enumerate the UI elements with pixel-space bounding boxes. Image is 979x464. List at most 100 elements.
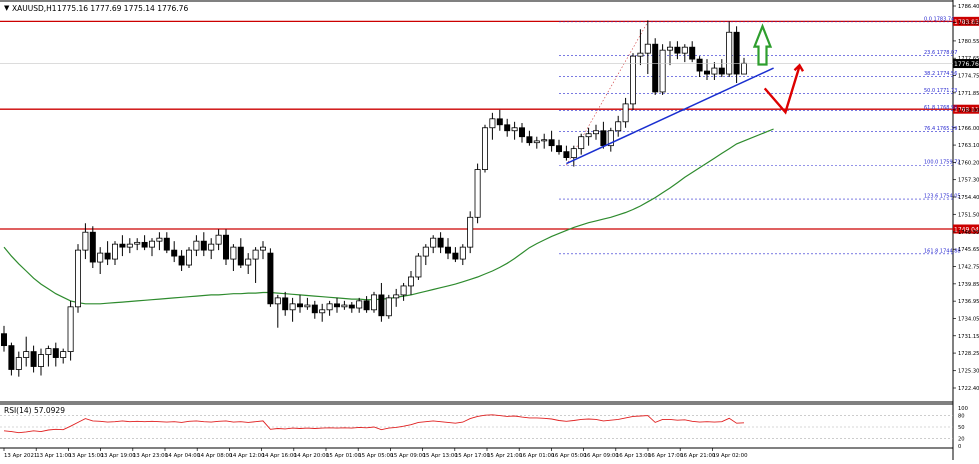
- candle-body: [711, 67, 718, 75]
- candle-body: [171, 249, 178, 257]
- price-axis-label: 1783.65: [958, 20, 979, 26]
- time-axis-label: 13 Apr 19:00: [101, 453, 137, 459]
- time-axis-label: 19 Apr 02:00: [712, 453, 748, 459]
- candle-body: [652, 43, 659, 93]
- candle-body: [430, 237, 437, 248]
- candle-body: [504, 124, 511, 132]
- candle: [607, 127, 614, 152]
- price-axis-label: 1722.40: [958, 386, 979, 392]
- candle-body: [304, 304, 311, 308]
- candle: [563, 145, 570, 161]
- candle: [222, 229, 229, 266]
- candle-body: [489, 118, 496, 129]
- candle-body: [326, 303, 333, 311]
- time-axis-label: 16 Apr 13:00: [616, 453, 652, 459]
- price-axis-label: 1771.85: [958, 91, 979, 97]
- candle: [370, 291, 377, 313]
- candle-body: [82, 231, 89, 251]
- fib-level-label: 161.8 1744.88: [924, 248, 961, 254]
- candle-body: [459, 246, 466, 260]
- candle: [430, 235, 437, 254]
- time-axis-label: 16 Apr 21:00: [680, 453, 716, 459]
- candle: [622, 97, 629, 128]
- candle-body: [119, 243, 126, 248]
- candle-body: [97, 252, 104, 263]
- candle-body: [60, 351, 67, 358]
- candle-body: [437, 237, 444, 248]
- candle-body: [422, 246, 429, 257]
- candle: [696, 56, 703, 78]
- candle-body: [674, 46, 681, 54]
- candle: [489, 112, 496, 140]
- current-price-tag: [953, 59, 979, 69]
- candle-body: [178, 255, 185, 266]
- candle-body: [141, 241, 148, 248]
- candle: [519, 122, 526, 143]
- rsi-axis-label: 80: [958, 414, 965, 420]
- candle-body: [452, 252, 459, 260]
- candle: [459, 244, 466, 266]
- candle-body: [726, 31, 733, 75]
- price-axis-label: 1760.20: [958, 160, 979, 166]
- candle: [652, 38, 659, 95]
- candle: [674, 41, 681, 60]
- red-path-arrow-icon: [763, 65, 801, 115]
- price-axis-label: 1757.30: [958, 178, 979, 184]
- candle-body: [378, 294, 385, 317]
- candle: [385, 294, 392, 319]
- fib-level-label: 23.6 1778.07: [924, 50, 957, 56]
- candle: [208, 238, 215, 260]
- candle-body: [156, 237, 163, 242]
- candle-body: [89, 231, 96, 263]
- candle-body: [385, 297, 392, 317]
- chart-ohlc: 1775.16 1777.69 1775.14 1776.76: [57, 4, 188, 13]
- candle-body: [52, 348, 59, 358]
- candle: [393, 288, 400, 307]
- candle: [237, 238, 244, 269]
- candle-body: [126, 243, 133, 248]
- candle-body: [496, 118, 503, 126]
- candle: [30, 345, 37, 373]
- candle: [585, 127, 592, 146]
- candle-body: [733, 31, 740, 75]
- candle: [311, 300, 318, 319]
- candle: [400, 282, 407, 301]
- candle: [82, 223, 89, 260]
- price-axis-label: 1780.55: [958, 39, 979, 45]
- candle-body: [252, 249, 259, 260]
- candle-body: [644, 43, 651, 54]
- candle: [733, 26, 740, 83]
- fib-anchor-line: [566, 21, 649, 166]
- price-axis-label: 1774.75: [958, 74, 979, 80]
- candle: [304, 297, 311, 310]
- candle: [415, 253, 422, 280]
- candle-body: [481, 127, 488, 170]
- candle-body: [67, 306, 74, 352]
- candle: [711, 62, 718, 81]
- time-axis-label: 13 Apr 11:00: [36, 453, 72, 459]
- candle-body: [696, 58, 703, 72]
- level-price-label: 1783.83: [954, 19, 979, 26]
- candle-body: [75, 249, 82, 308]
- candle-body: [193, 240, 200, 251]
- candle-body: [163, 237, 170, 251]
- time-axis-label: 14 Apr 08:00: [197, 453, 233, 459]
- fib-level-label: 76.4 1765.39: [924, 126, 957, 132]
- candle: [259, 241, 266, 260]
- time-axis-label: 15 Apr 17:00: [455, 453, 491, 459]
- candle: [593, 124, 600, 140]
- candle-body: [400, 285, 407, 296]
- candle-body: [622, 103, 629, 123]
- time-axis-label: 13 Apr 15:00: [68, 453, 104, 459]
- candle-body: [333, 303, 340, 308]
- level-price-tag: [953, 104, 979, 114]
- candle: [659, 44, 666, 95]
- candle-body: [237, 246, 244, 266]
- level-price-label: 1749.04: [954, 226, 979, 233]
- candle-body: [0, 333, 7, 347]
- candle-body: [356, 300, 363, 309]
- price-axis-label: 1751.50: [958, 212, 979, 218]
- candle: [141, 235, 148, 251]
- candle-body: [215, 234, 222, 245]
